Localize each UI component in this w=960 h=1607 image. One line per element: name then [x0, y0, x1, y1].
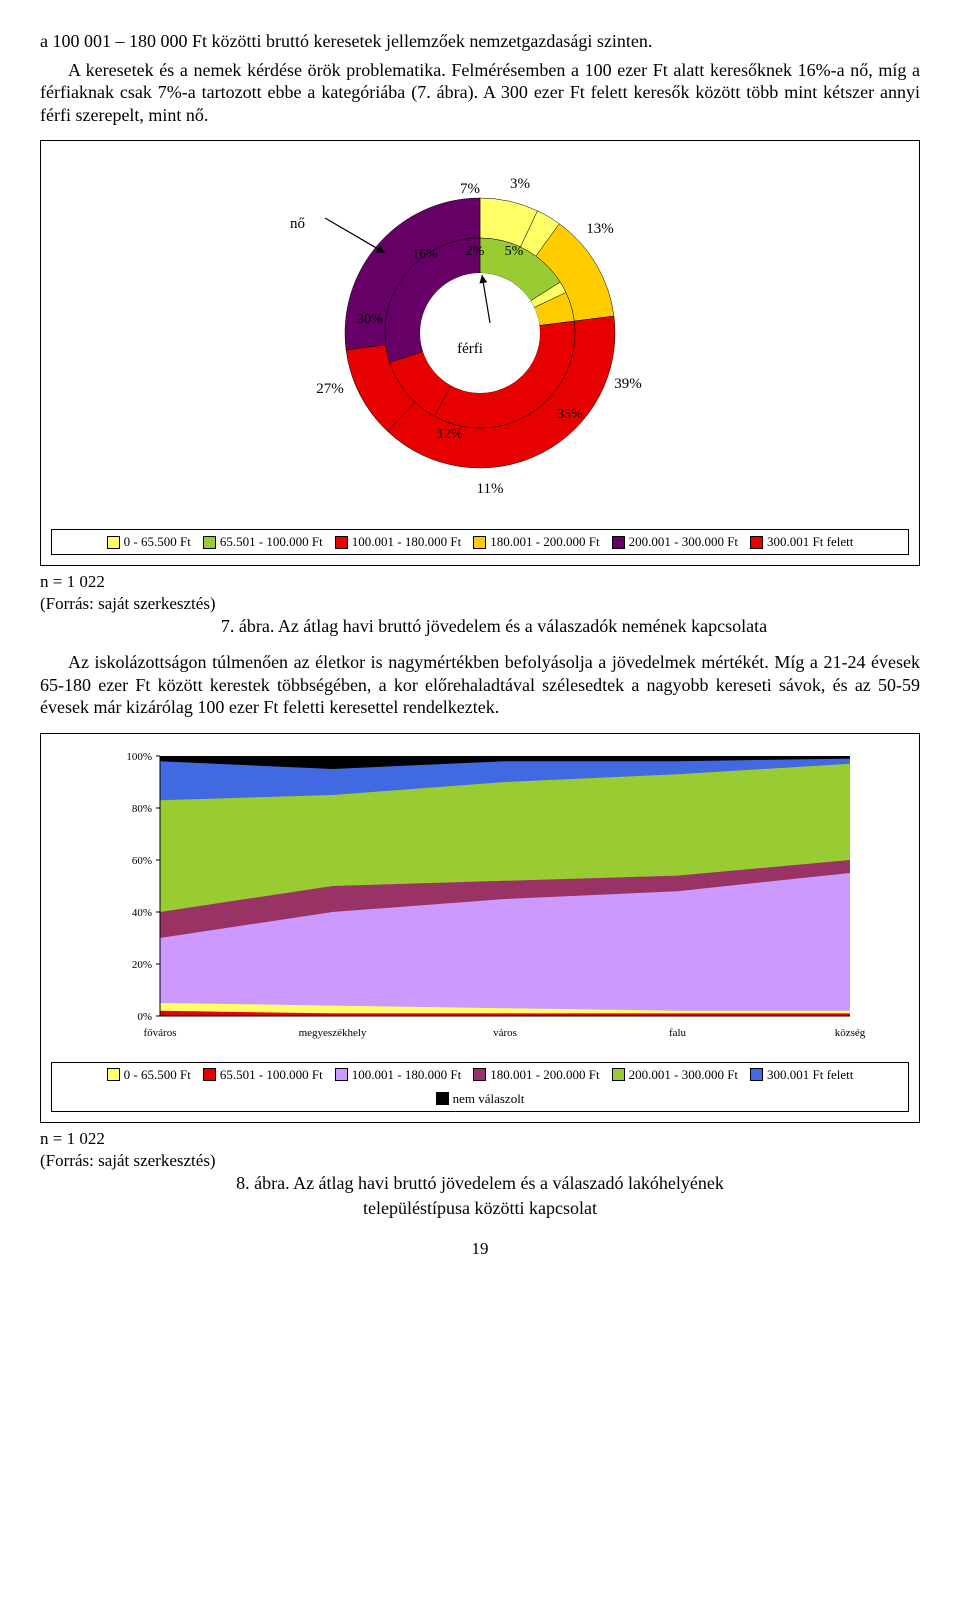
svg-text:40%: 40% [132, 907, 152, 919]
svg-text:13%: 13% [586, 221, 614, 237]
legend-label: 180.001 - 200.000 Ft [490, 1067, 599, 1083]
legend-swatch [203, 536, 216, 549]
page-number: 19 [40, 1239, 920, 1259]
svg-text:39%: 39% [614, 376, 642, 392]
legend-swatch [473, 1068, 486, 1081]
legend-label: 0 - 65.500 Ft [124, 534, 191, 550]
legend-label: 0 - 65.500 Ft [124, 1067, 191, 1083]
svg-text:12%: 12% [437, 427, 463, 442]
svg-text:2%: 2% [466, 244, 485, 259]
svg-text:16%: 16% [412, 247, 438, 262]
legend-item: 200.001 - 300.000 Ft [612, 534, 738, 550]
svg-text:27%: 27% [316, 381, 344, 397]
donut-legend: 0 - 65.500 Ft 65.501 - 100.000 Ft 100.001 … [51, 529, 909, 555]
svg-text:0%: 0% [137, 1011, 152, 1023]
legend-item: 300.001 Ft felett [750, 1067, 853, 1083]
svg-text:35%: 35% [557, 407, 583, 422]
legend-swatch [107, 536, 120, 549]
svg-text:nő: nő [290, 216, 305, 232]
svg-text:7%: 7% [460, 181, 480, 197]
figure-8-caption-line2: településtípusa közötti kapcsolat [40, 1198, 920, 1219]
paragraph-1: a 100 001 – 180 000 Ft közötti bruttó ke… [40, 30, 920, 53]
legend-item: 100.001 - 180.000 Ft [335, 534, 461, 550]
legend-swatch [750, 1068, 763, 1081]
legend-item: nem válaszolt [436, 1091, 525, 1107]
svg-text:100%: 100% [126, 751, 152, 763]
svg-text:város: város [493, 1027, 517, 1039]
svg-text:60%: 60% [132, 855, 152, 867]
legend-item: 0 - 65.500 Ft [107, 534, 191, 550]
legend-label: nem válaszolt [453, 1091, 525, 1107]
legend-swatch [473, 536, 486, 549]
legend-item: 100.001 - 180.000 Ft [335, 1067, 461, 1083]
figure-8-caption-line1: 8. ábra. Az átlag havi bruttó jövedelem … [40, 1173, 920, 1194]
svg-text:80%: 80% [132, 803, 152, 815]
svg-text:megyeszékhely: megyeszékhely [299, 1027, 367, 1039]
legend-item: 300.001 Ft felett [750, 534, 853, 550]
legend-swatch [750, 536, 763, 549]
svg-text:község: község [835, 1027, 866, 1039]
legend-label: 65.501 - 100.000 Ft [220, 1067, 323, 1083]
area-chart: 0% 20% 40% 60% 80% 100% főváros megyeszékhely vá… [90, 746, 870, 1046]
svg-text:5%: 5% [505, 244, 524, 259]
svg-text:főváros: főváros [144, 1027, 177, 1039]
legend-item: 180.001 - 200.000 Ft [473, 1067, 599, 1083]
sample-size-note-1: n = 1 022 [40, 572, 920, 592]
donut-chart-box: 7%3%13%39%11%27%16%2%5%35%12%30%nőférfi … [40, 140, 920, 566]
paragraph-3: Az iskolázottságon túlmenően az életkor … [40, 651, 920, 719]
legend-swatch [335, 1068, 348, 1081]
area-legend: 0 - 65.500 Ft 65.501 - 100.000 Ft 100.001 … [51, 1062, 909, 1112]
legend-item: 180.001 - 200.000 Ft [473, 534, 599, 550]
legend-item: 0 - 65.500 Ft [107, 1067, 191, 1083]
legend-label: 180.001 - 200.000 Ft [490, 534, 599, 550]
legend-item: 200.001 - 300.000 Ft [612, 1067, 738, 1083]
legend-swatch [436, 1092, 449, 1105]
legend-swatch [612, 1068, 625, 1081]
donut-chart: 7% 3% 13% 39% 11% 27% 16% 2% 5% 35% 12% 30% nő férfi [220, 153, 740, 513]
source-note-2: (Forrás: saját szerkesztés) [40, 1151, 920, 1171]
legend-label: 200.001 - 300.000 Ft [629, 1067, 738, 1083]
svg-text:30%: 30% [357, 312, 383, 327]
legend-swatch [335, 536, 348, 549]
svg-text:3%: 3% [510, 176, 530, 192]
legend-label: 65.501 - 100.000 Ft [220, 534, 323, 550]
source-note-1: (Forrás: saját szerkesztés) [40, 594, 920, 614]
sample-size-note-2: n = 1 022 [40, 1129, 920, 1149]
svg-text:20%: 20% [132, 959, 152, 971]
legend-label: 200.001 - 300.000 Ft [629, 534, 738, 550]
legend-label: 300.001 Ft felett [767, 534, 853, 550]
svg-text:falu: falu [669, 1027, 687, 1039]
area-chart-box: 0% 20% 40% 60% 80% 100% főváros megyeszékhely vá… [40, 733, 920, 1123]
legend-item: 65.501 - 100.000 Ft [203, 1067, 323, 1083]
svg-text:11%: 11% [477, 481, 504, 497]
legend-swatch [612, 536, 625, 549]
legend-swatch [203, 1068, 216, 1081]
legend-swatch [107, 1068, 120, 1081]
legend-label: 100.001 - 180.000 Ft [352, 1067, 461, 1083]
legend-label: 100.001 - 180.000 Ft [352, 534, 461, 550]
legend-item: 65.501 - 100.000 Ft [203, 534, 323, 550]
figure-7-caption: 7. ábra. Az átlag havi bruttó jövedelem … [40, 616, 920, 637]
svg-text:férfi: férfi [457, 341, 483, 357]
paragraph-2: A keresetek és a nemek kérdése örök prob… [40, 59, 920, 127]
legend-label: 300.001 Ft felett [767, 1067, 853, 1083]
